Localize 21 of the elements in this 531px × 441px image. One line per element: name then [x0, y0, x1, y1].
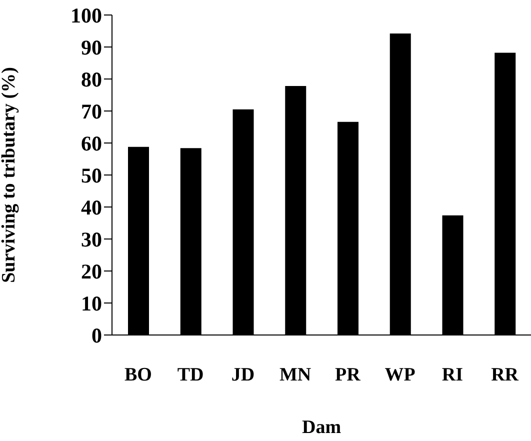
y-tick-label: 30 [81, 227, 102, 252]
x-tick-label: BO [124, 364, 152, 386]
x-tick-label: PR [335, 364, 361, 386]
y-axis-title: Surviving to tributary (%) [0, 67, 20, 283]
x-tick-label: RI [442, 364, 463, 386]
y-tick-label: 20 [81, 259, 102, 284]
y-tick-label: 90 [81, 35, 102, 60]
x-axis-title: Dam [302, 417, 342, 438]
y-tick-label: 60 [81, 131, 102, 156]
x-tick-label: MN [279, 364, 312, 386]
y-tick-label: 0 [92, 323, 102, 348]
x-tick-label: JD [231, 364, 255, 386]
y-tick-label: 70 [81, 99, 102, 124]
x-tick-label: TD [177, 364, 204, 386]
y-tick-label: 80 [81, 67, 102, 92]
y-tick-label: 10 [81, 291, 102, 316]
y-tick-label: 40 [81, 195, 102, 220]
y-tick-label: 50 [81, 163, 102, 188]
x-tick-label: RR [491, 364, 519, 386]
y-tick-label: 100 [70, 3, 102, 28]
x-tick-label: WP [384, 364, 416, 386]
